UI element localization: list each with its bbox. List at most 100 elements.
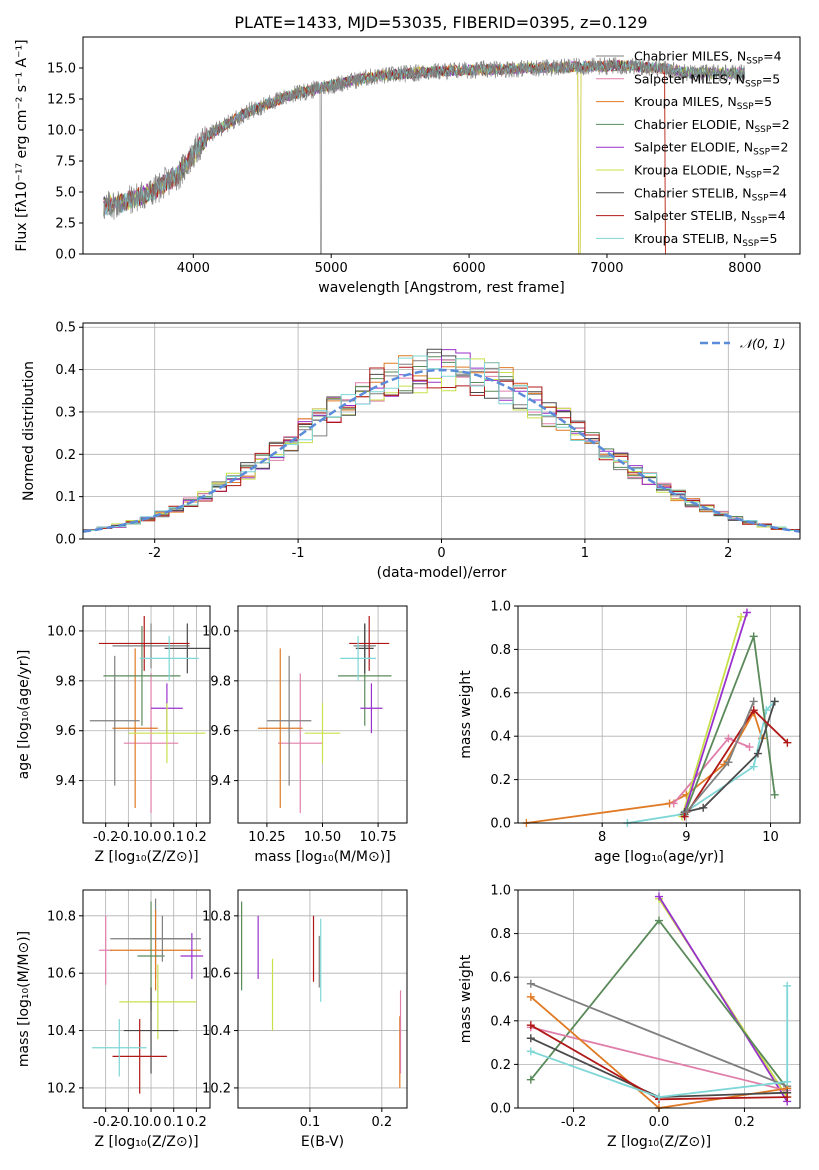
weight-line	[526, 710, 763, 824]
legend-entry: Chabrier MILES, NSSP=4	[634, 49, 782, 67]
x-axis-label: age [log₁₀(age/yr)]	[594, 849, 724, 865]
histogram-6	[83, 348, 800, 531]
figure-title: PLATE=1433, MJD=53035, FIBERID=0395, z=0…	[234, 13, 647, 32]
x-tick-label: -0.2	[93, 830, 118, 845]
x-tick-label: 2	[724, 546, 732, 561]
x-tick-label: 0.2	[186, 830, 207, 845]
legend-entry: Salpeter MILES, NSSP=5	[634, 71, 780, 89]
y-tick-label: 0.4	[55, 363, 76, 378]
y-tick-label: 9.8	[55, 674, 76, 689]
weight-marker	[742, 608, 751, 617]
weight-marker	[749, 762, 758, 771]
y-tick-label: 9.6	[210, 724, 231, 739]
spectrum-line-0	[103, 57, 746, 254]
x-tick-label: -2	[148, 546, 161, 561]
weight-line	[627, 700, 776, 824]
axes-frame	[82, 36, 801, 255]
x-tick-label: 0.2	[371, 1115, 392, 1130]
x-tick-label: 5000	[315, 261, 348, 276]
weight-line	[658, 896, 788, 1102]
weight-marker	[526, 1075, 535, 1084]
y-tick-label: 10.0	[47, 124, 76, 139]
y-tick-label: 0.4	[490, 1014, 511, 1029]
axes-frame	[82, 889, 211, 1109]
panel-mass-vs-ebv: 0.1 0.2 10.2 10.4 10.6 10.8 E(B-V)	[202, 889, 408, 1150]
legend-entry: Kroupa STELIB, NSSP=5	[634, 231, 778, 249]
x-tick-label: 10.75	[359, 830, 396, 845]
panel-residual-histogram: -2 -1 0 1 2 0.0 0.1 0.2 0.3 0.4 0.5 (data-model)/er…	[21, 321, 801, 581]
y-tick-label: 0.1	[55, 490, 76, 505]
y-tick-label: 0.3	[55, 405, 76, 420]
y-tick-label: 10.8	[202, 909, 231, 924]
weight-marker	[745, 743, 754, 752]
weight-marker	[669, 799, 678, 808]
y-tick-label: 0.0	[490, 817, 511, 832]
y-tick-label: 9.4	[55, 774, 76, 789]
weight-marker	[737, 612, 746, 621]
histogram-5	[83, 358, 800, 531]
y-tick-label: 0.2	[55, 448, 76, 463]
y-tick-label: 10.4	[47, 1024, 76, 1039]
x-axis-label: wavelength [Angstrom, rest frame]	[318, 280, 564, 296]
weight-marker	[655, 916, 663, 925]
x-tick-label: 0.1	[300, 1115, 321, 1130]
y-axis-label: mass weight	[458, 670, 474, 759]
y-tick-label: 0.5	[55, 321, 76, 336]
weight-line	[684, 701, 776, 813]
y-tick-label: 9.6	[55, 724, 76, 739]
x-tick-label: 0.1	[163, 1115, 184, 1130]
x-tick-label: 6000	[453, 261, 486, 276]
x-tick-label: -0.1	[116, 1115, 141, 1130]
weight-marker	[749, 632, 758, 641]
y-tick-label: 10.4	[202, 1024, 231, 1039]
x-axis-label: Z [log₁₀(Z/Z⊙)]	[607, 1134, 711, 1150]
weight-marker	[682, 808, 691, 817]
weight-marker	[724, 758, 733, 767]
y-axis-label: Flux [fλ10⁻¹⁷ erg cm⁻² s⁻¹ A⁻¹]	[14, 39, 30, 251]
weight-marker	[655, 892, 663, 901]
x-tick-label: -0.2	[93, 1115, 118, 1130]
x-axis-label: Z [log₁₀(Z/Z⊙)]	[94, 849, 198, 865]
weight-marker	[783, 1077, 792, 1086]
y-tick-label: 10.0	[47, 624, 76, 639]
weight-line	[530, 1026, 788, 1092]
y-tick-label: 9.4	[210, 774, 231, 789]
y-tick-label: 12.5	[47, 93, 76, 108]
weight-marker	[783, 1093, 792, 1102]
y-axis-label: mass weight	[458, 954, 474, 1043]
x-axis-label: mass [log₁₀(M/M⊙)]	[254, 849, 390, 865]
x-tick-label: -0.2	[561, 1115, 586, 1130]
panel-age-vs-mass: 10.25 10.50 10.75 9.4 9.6 9.8 10.0 mass [log₁₀(…	[202, 605, 408, 865]
x-tick-label: 0	[437, 546, 445, 561]
x-tick-label: 9	[682, 830, 690, 845]
y-tick-label: 5.0	[55, 186, 76, 201]
x-axis-label: E(B-V)	[301, 1134, 344, 1150]
legend-entry: Chabrier ELODIE, NSSP=2	[634, 117, 790, 135]
x-tick-label: -0.1	[116, 830, 141, 845]
weight-marker	[753, 749, 762, 758]
legend-entry: Kroupa ELODIE, NSSP=2	[634, 163, 780, 181]
weight-marker	[526, 1047, 535, 1056]
histogram-8	[83, 355, 800, 531]
panel-age-vs-metallicity: -0.2-0.1 0.0 0.1 0.2 9.4 9.6 9.8 10.0 Z [log₁₀(Z…	[16, 605, 211, 865]
x-tick-label: 0.0	[141, 830, 162, 845]
y-tick-label: 0.0	[490, 1102, 511, 1117]
weight-line	[530, 985, 789, 1099]
y-tick-label: 0.0	[55, 248, 76, 263]
y-tick-label: 2.5	[55, 217, 76, 232]
y-tick-label: 1.0	[490, 600, 511, 615]
weight-line	[685, 701, 755, 813]
spectrum-line-5	[103, 59, 745, 254]
weight-marker	[783, 981, 792, 990]
x-tick-label: 10.50	[304, 830, 341, 845]
y-tick-label: 0.4	[490, 730, 511, 745]
weight-marker	[655, 1093, 663, 1102]
axes-frame	[517, 605, 801, 824]
legend-entry: Salpeter STELIB, NSSP=4	[634, 208, 786, 226]
histogram-4	[83, 349, 800, 531]
weight-marker	[770, 697, 779, 706]
x-tick-label: 8	[598, 830, 606, 845]
y-tick-label: 10.6	[202, 967, 231, 982]
spectrum-line-7	[103, 59, 668, 254]
legend-entry: 𝒩(0, 1)	[740, 336, 786, 351]
